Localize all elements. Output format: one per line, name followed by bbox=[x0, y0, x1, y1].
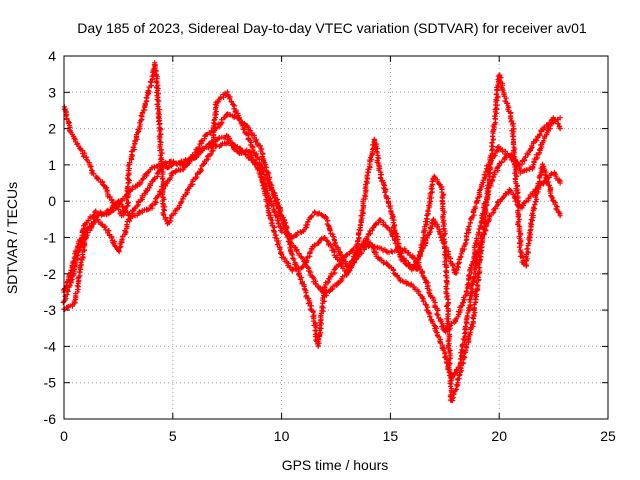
data-point-marker bbox=[420, 298, 426, 304]
data-point-marker bbox=[131, 206, 137, 212]
data-point-marker bbox=[534, 155, 541, 161]
data-point-marker bbox=[524, 246, 531, 252]
data-point-marker bbox=[400, 278, 406, 284]
data-point-marker bbox=[105, 207, 111, 213]
y-tick-label: 1 bbox=[48, 157, 56, 173]
data-point-marker bbox=[222, 114, 228, 121]
x-tick-label: 10 bbox=[274, 428, 290, 444]
data-point-marker bbox=[524, 167, 530, 173]
data-point-marker bbox=[139, 193, 145, 199]
data-point-marker bbox=[251, 136, 257, 142]
x-tick-label: 25 bbox=[600, 428, 616, 444]
data-point-marker bbox=[533, 152, 539, 158]
grid-lines bbox=[64, 56, 608, 419]
data-point-marker bbox=[383, 248, 389, 254]
data-point-marker bbox=[129, 186, 135, 193]
y-tick-label: -3 bbox=[44, 302, 57, 318]
data-point-marker bbox=[498, 159, 505, 166]
data-point-marker bbox=[389, 249, 395, 255]
y-tick-label: -6 bbox=[44, 411, 57, 427]
data-point-marker bbox=[435, 312, 441, 318]
data-point-marker bbox=[436, 334, 442, 340]
x-tick-label: 15 bbox=[383, 428, 399, 444]
data-point-marker bbox=[474, 282, 481, 288]
y-tick-label: -5 bbox=[44, 375, 57, 391]
data-point-marker bbox=[257, 143, 264, 149]
y-axis-label: SDTVAR / TECUs bbox=[4, 182, 20, 294]
data-point-marker bbox=[302, 287, 308, 293]
y-tick-label: 4 bbox=[48, 48, 56, 64]
x-tick-label: 0 bbox=[60, 428, 68, 444]
data-point-marker bbox=[385, 263, 392, 269]
y-tick-label: 0 bbox=[48, 193, 56, 209]
data-point-marker bbox=[500, 194, 506, 200]
data-point-marker bbox=[470, 286, 476, 292]
y-tick-label: 2 bbox=[48, 121, 56, 137]
x-tick-label: 20 bbox=[491, 428, 507, 444]
data-point-marker bbox=[378, 172, 384, 178]
y-tick-label: 3 bbox=[48, 84, 56, 100]
x-axis-label: GPS time / hours bbox=[282, 457, 389, 473]
data-point-marker bbox=[262, 161, 268, 167]
data-point-marker bbox=[427, 314, 433, 320]
data-point-marker bbox=[123, 229, 129, 235]
data-point-marker bbox=[260, 151, 266, 157]
chart-title: Day 185 of 2023, Sidereal Day-to-day VTE… bbox=[77, 20, 587, 36]
data-point-marker bbox=[411, 284, 417, 290]
data-point-marker bbox=[438, 318, 445, 324]
y-tick-label: -1 bbox=[44, 230, 57, 246]
data-point-marker bbox=[308, 269, 314, 275]
data-point-marker bbox=[196, 144, 202, 150]
data-point-marker bbox=[263, 198, 269, 204]
data-point-marker bbox=[407, 282, 413, 288]
data-point-marker bbox=[311, 242, 318, 248]
data-point-marker bbox=[426, 311, 432, 317]
data-point-marker bbox=[419, 295, 425, 301]
data-point-marker bbox=[463, 288, 470, 294]
data-point-marker bbox=[443, 268, 449, 274]
data-point-marker bbox=[408, 281, 414, 287]
data-point-marker bbox=[536, 147, 543, 153]
data-point-marker bbox=[271, 229, 277, 235]
data-point-marker bbox=[268, 220, 274, 226]
data-point-marker bbox=[457, 253, 464, 260]
axes: -6 -5 -4 -3 -2 -1 0 1 2 3 4 0 5 10 15 20 25 bbox=[44, 48, 616, 444]
data-point-marker bbox=[138, 180, 144, 186]
data-point-marker bbox=[85, 217, 91, 223]
data-point-marker bbox=[464, 313, 470, 319]
data-point-marker bbox=[152, 175, 158, 181]
data-point-marker bbox=[557, 126, 563, 132]
data-point-marker bbox=[145, 170, 151, 176]
data-point-marker bbox=[469, 289, 475, 295]
data-point-marker bbox=[510, 191, 516, 198]
data-point-marker bbox=[274, 242, 280, 248]
data-point-marker bbox=[76, 269, 82, 275]
data-point-marker bbox=[104, 208, 110, 214]
data-points bbox=[60, 60, 563, 404]
y-tick-label: -4 bbox=[44, 338, 57, 354]
data-point-marker bbox=[324, 237, 330, 243]
data-point-marker bbox=[144, 95, 150, 101]
data-point-marker bbox=[462, 323, 469, 329]
data-point-marker bbox=[92, 209, 98, 215]
x-tick-label: 5 bbox=[169, 428, 177, 444]
data-point-marker bbox=[277, 246, 283, 252]
data-point-marker bbox=[425, 283, 431, 289]
y-tick-label: -2 bbox=[44, 266, 57, 282]
